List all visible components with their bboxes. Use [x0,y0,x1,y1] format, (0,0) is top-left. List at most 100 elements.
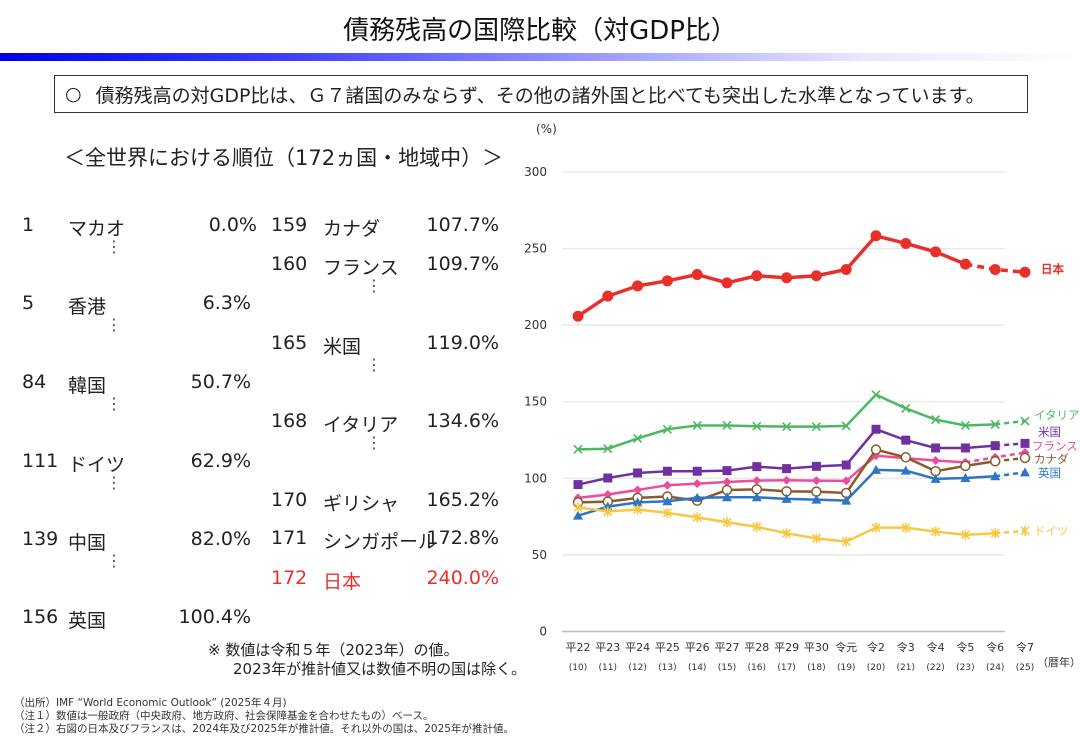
data-point [960,460,971,472]
data-point [573,444,583,454]
debt-value: 240.0% [426,567,499,589]
series-英国: 英国 [573,464,1061,520]
data-point [722,420,732,431]
x-tick-sublabel: (13) [658,663,676,673]
data-point [870,444,882,455]
ranking-row: 1 マカオ 0.0% [22,214,257,240]
series-label: ドイツ [1034,524,1069,538]
x-tick-sublabel: (10) [569,663,587,673]
data-point [900,465,911,475]
series-line-estimate [995,442,1026,447]
data-point [811,494,822,504]
rank-number: 139 [22,528,59,550]
data-point [633,504,643,515]
data-point [662,424,672,434]
data-point [692,512,702,523]
data-point [930,473,941,483]
data-point [1020,467,1030,477]
data-point [1020,416,1030,426]
ranking-row: 171 シンガポール 172.8% [271,527,499,553]
x-tick-sublabel: (21) [897,663,915,673]
rank-number: 165 [271,332,308,354]
data-point [931,443,941,453]
data-point [752,476,762,486]
data-point [841,460,851,470]
data-point [931,456,941,466]
data-point [811,461,821,471]
data-point [751,270,763,282]
y-axis-unit: (%) [536,122,557,136]
x-tick-sublabel: (25) [1016,663,1034,673]
data-point [901,522,911,533]
y-tick-label: 50 [532,548,547,562]
x-tick-sublabel: (11) [599,663,617,673]
x-tick-label: 令2 [867,640,885,654]
data-point [990,441,1000,451]
y-tick-label: 300 [524,165,547,179]
x-tick-sublabel: (18) [807,663,825,673]
data-point [662,466,672,476]
debt-value: 100.4% [178,606,251,628]
data-point [870,230,882,242]
y-tick-label: 200 [524,318,547,332]
data-point [721,277,733,289]
data-point [871,390,881,400]
data-point [662,507,672,518]
series-label: 英国 [1038,466,1061,480]
data-point [692,466,702,476]
x-tick-label: 平22 [566,641,591,654]
debt-value: 172.8% [426,527,499,549]
data-point [692,479,702,489]
bullet-circle-icon: ○ [65,83,82,105]
series-日本: 日本 [572,230,1064,322]
x-tick-sublabel: (19) [837,663,855,673]
rank-number: 172 [271,567,308,589]
data-point [662,480,672,490]
footnote-2: （注２）右図の日本及びフランスは、2024年及び2025年が推計値。それ以外の国… [14,723,514,735]
x-tick-label: 平25 [655,641,680,654]
data-point [811,422,821,432]
debt-value: 6.3% [202,292,251,314]
debt-value: 134.6% [426,410,499,432]
country-name: 英国 [68,610,107,632]
data-point [782,528,792,539]
data-point [691,269,703,281]
data-point [960,472,971,482]
y-tick-label: 150 [524,395,547,409]
country-name: 韓国 [68,375,107,397]
ranking-row: 84 韓国 50.7% [22,371,257,397]
series-カナダ: カナダ [572,444,1069,508]
rank-number: 159 [271,214,308,236]
x-tick-label: 令7 [1016,640,1034,654]
y-tick-label: 100 [524,471,547,485]
data-point [632,280,644,292]
series-label: 日本 [1041,262,1064,276]
rank-number: 160 [271,253,308,275]
x-tick-label: 令6 [986,640,1004,654]
series-ドイツ: ドイツ [573,502,1069,547]
source-note: （出所）IMF “World Economic Outlook” (2025年４… [14,697,287,709]
country-name: 日本 [323,571,362,593]
ranking-note-line1: ※ 数値は令和５年（2023年）の値。 [208,641,459,659]
footnote-1: （注１）数値は一般政府（中央政府、地方政府、社会保障基金を合わせたもの）ベース。 [14,710,434,722]
country-name: ギリシャ [323,493,400,515]
country-name: イタリア [323,414,399,436]
x-tick-label: 令4 [927,640,945,654]
x-axis-unit: （暦年） [1037,655,1080,669]
series-米国: 米国 [573,424,1061,490]
rank-number: 84 [22,371,47,393]
x-tick-sublabel: (20) [867,663,885,673]
debt-value: 50.7% [190,371,251,393]
rank-number: 171 [271,527,308,549]
debt-value: 62.9% [190,450,251,472]
data-point [781,272,793,284]
x-tick-label: 平23 [595,641,620,654]
data-point [752,521,762,532]
rank-number: 156 [22,606,59,628]
data-point [632,497,643,507]
x-tick-label: 令3 [897,640,915,654]
x-tick-sublabel: (22) [926,663,944,673]
x-tick-label: 平29 [774,641,799,654]
rank-number: 111 [22,450,59,472]
data-point [960,420,970,431]
